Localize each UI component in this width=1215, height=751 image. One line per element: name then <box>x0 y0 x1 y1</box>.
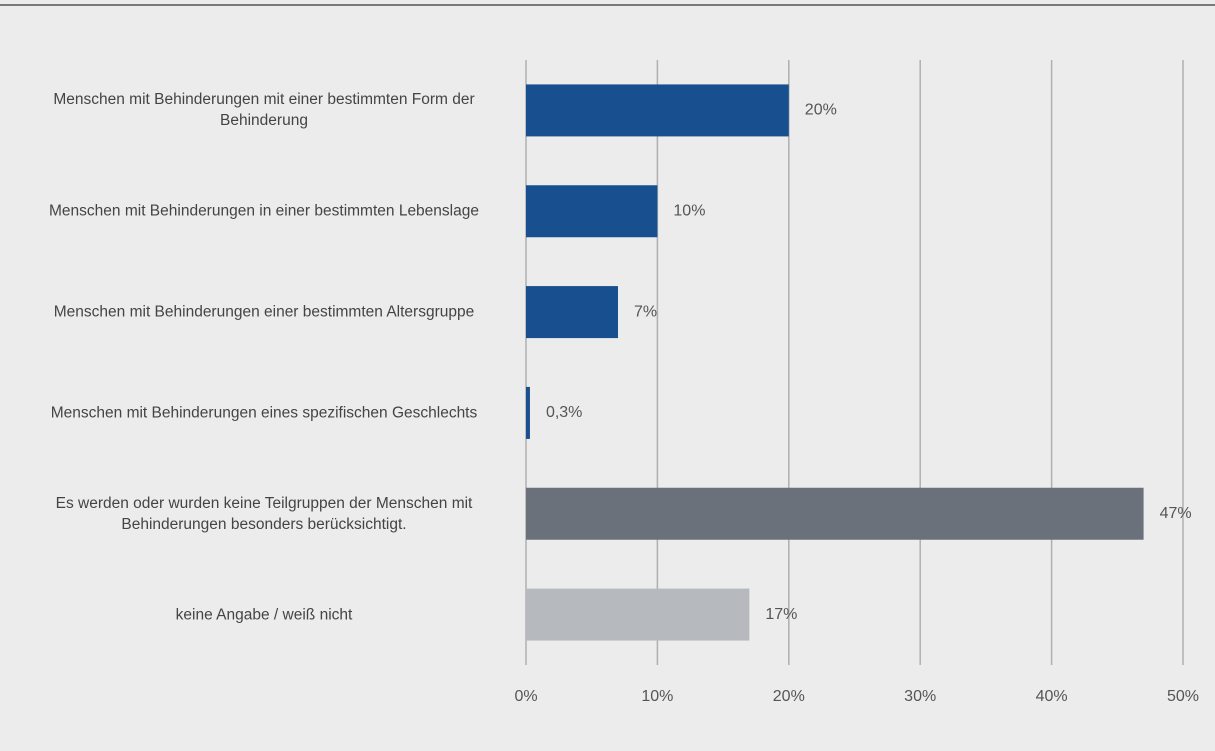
value-label: 17% <box>765 606 797 623</box>
bar <box>526 386 530 439</box>
x-tick-label: 20% <box>773 688 805 705</box>
bar <box>526 185 658 238</box>
bar <box>526 84 789 137</box>
category-label: Menschen mit Behinderungen mit einer bes… <box>53 91 475 130</box>
value-label: 10% <box>673 202 705 219</box>
category-label: Menschen mit Behinderungen eines spezifi… <box>50 404 478 422</box>
category-label: Menschen mit Behinderungen einer bestimm… <box>53 303 475 321</box>
x-tick-label: 0% <box>514 688 537 705</box>
value-label: 20% <box>805 102 837 119</box>
x-tick-label: 50% <box>1167 688 1199 705</box>
bar <box>526 588 750 641</box>
bar <box>526 487 1144 540</box>
value-label: 47% <box>1160 505 1192 522</box>
value-label: 7% <box>634 303 657 320</box>
category-label: Menschen mit Behinderungen in einer best… <box>49 202 479 220</box>
x-tick-label: 40% <box>1036 688 1068 705</box>
value-label: 0,3% <box>546 404 582 421</box>
x-tick-label: 30% <box>904 688 936 705</box>
x-tick-label: 10% <box>641 688 673 705</box>
category-label: Es werden oder wurden keine Teilgruppen … <box>55 494 473 533</box>
bar <box>526 286 618 339</box>
category-label: keine Angabe / weiß nicht <box>175 606 353 624</box>
